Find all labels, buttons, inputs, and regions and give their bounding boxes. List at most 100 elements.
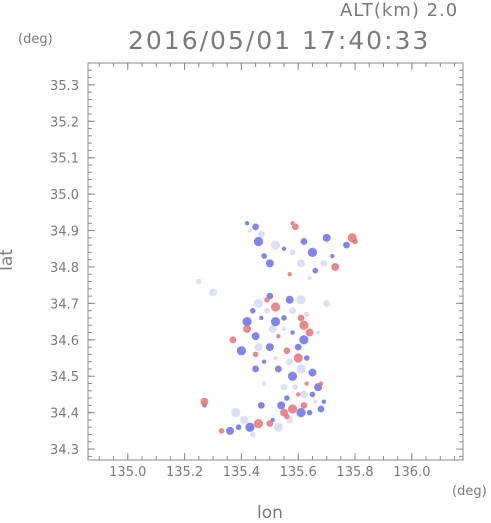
echo-point-negative [330,253,335,259]
echo-point-negative [321,399,326,404]
x-tick-label: 136.0 [393,465,430,480]
echo-point-negative [285,295,294,304]
echo-point-negative [308,368,317,377]
x-tick-label: 135.2 [166,465,203,480]
echo-point-positive [253,418,264,429]
echo-point-negative [251,332,260,341]
echo-point-neutral [307,275,312,281]
echo-point-negative [257,401,265,409]
echo-point-positive [305,328,314,337]
echo-point-negative [281,315,287,321]
y-tick-label: 34.8 [50,261,79,276]
echo-point-neutral [323,299,331,307]
echo-point-negative [261,253,267,259]
echo-point-neutral [247,228,253,233]
echo-point-neutral [320,259,328,267]
echo-point-negative [290,330,295,335]
echo-point-neutral [303,311,310,318]
echo-points [195,221,358,438]
x-tick-label: 135.6 [280,465,317,480]
echo-point-neutral [240,415,249,424]
echo-point-positive [200,397,209,406]
echo-point-negative [245,422,255,432]
echo-point-negative [309,391,316,398]
echo-point-negative [343,241,350,249]
altitude-label: ALT(km) 2.0 [340,0,459,21]
x-tick-label: 135.8 [336,465,373,480]
echo-point-positive [352,238,358,245]
echo-point-negative [226,426,235,435]
echo-point-positive [276,333,281,339]
y-tick-label: 35.2 [50,115,79,130]
y-tick-label: 34.7 [50,297,79,312]
echo-point-neutral [264,307,270,314]
echo-point-positive [243,324,252,333]
echo-point-neutral [296,295,306,305]
echo-point-neutral [297,259,306,268]
y-tick-label: 34.4 [50,407,79,422]
echo-point-negative [312,267,319,274]
y-tick-label: 35.3 [50,79,79,94]
echo-point-negative [259,315,264,321]
echo-point-negative [265,259,274,268]
plot-border [87,62,464,461]
echo-point-positive [280,408,289,417]
echo-point-negative [270,316,281,327]
echo-point-neutral [299,390,308,399]
echo-point-positive [318,381,324,386]
echo-point-neutral [257,230,265,238]
echo-point-negative [253,236,264,247]
y-tick-label: 34.6 [50,334,79,349]
y-tick-label: 34.3 [50,443,79,458]
y-tick-label: 35.1 [50,152,79,167]
x-tick-label: 135.4 [223,465,260,480]
timestamp-title: 2016/05/01 17:40:33 [128,26,431,55]
echo-point-positive [299,320,309,330]
echo-point-negative [274,365,282,373]
echo-point-negative [281,246,287,251]
echo-point-negative [261,359,267,364]
echo-point-neutral [289,307,296,315]
echo-point-negative [300,238,308,245]
echo-point-negative [299,335,309,345]
echo-point-negative [252,365,260,373]
echo-point-positive [287,272,292,277]
echo-point-negative [296,408,306,418]
echo-point-negative [235,424,242,431]
echo-point-negative [284,395,290,401]
echo-point-neutral [253,298,264,308]
echo-point-neutral [261,381,267,386]
echo-point-negative [236,346,247,356]
echo-point-positive [304,381,309,386]
echo-point-positive [283,347,291,355]
echo-point-positive [300,401,308,409]
echo-point-neutral [273,422,283,432]
echo-point-positive [287,404,298,414]
echo-point-neutral [249,431,256,438]
echo-point-neutral [315,330,321,335]
echo-point-positive [291,223,299,231]
echo-point-neutral [231,408,241,418]
y-tick-label: 34.5 [50,370,79,385]
echo-point-negative [306,409,313,416]
y-tick-label: 34.9 [50,225,79,240]
echo-point-neutral [289,249,296,256]
echo-point-negative [277,401,286,410]
x-axis-unit: (deg) [452,484,487,499]
echo-point-negative [303,355,310,361]
echo-point-neutral [270,240,281,250]
echo-point-positive [266,420,274,427]
echo-point-negative [265,343,274,352]
echo-point-positive [264,296,270,303]
echo-point-positive [229,336,237,344]
echo-point-negative [242,316,252,327]
echo-point-negative [244,221,250,226]
echo-point-negative [307,247,318,257]
echo-point-neutral [296,364,306,374]
x-axis-ticks: 135.0 135.2 135.4 135.6 135.8 136.0 [98,63,455,480]
echo-point-negative [249,307,256,314]
echo-point-positive [252,351,259,358]
echo-point-neutral [286,358,294,366]
y-axis-ticks: 34.3 34.4 34.5 34.6 34.7 34.8 34.9 35.0 35.1 35.2… [50,69,463,458]
